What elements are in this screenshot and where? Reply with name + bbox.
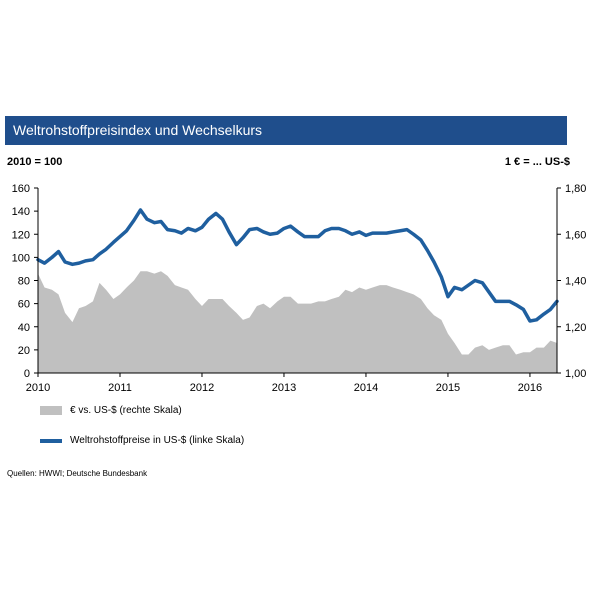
legend-swatch-line xyxy=(40,438,62,443)
left-tick-label: 100 xyxy=(12,252,30,264)
x-tick-label: 2014 xyxy=(354,382,378,394)
x-tick-label: 2013 xyxy=(272,382,296,394)
left-tick-label: 20 xyxy=(18,345,30,357)
left-tick-label: 140 xyxy=(12,206,30,218)
right-tick-label: 1,00 xyxy=(565,368,586,380)
legend-label-exchange-rate: € vs. US-$ (rechte Skala) xyxy=(70,405,182,416)
right-tick-label: 1,60 xyxy=(565,229,586,241)
right-axis-unit: 1 € = ... US-$ xyxy=(504,156,570,168)
left-tick-label: 60 xyxy=(18,299,30,311)
x-tick-label: 2011 xyxy=(108,382,132,394)
exchange-rate-area xyxy=(38,271,557,373)
legend-item-exchange-rate: € vs. US-$ (rechte Skala) xyxy=(40,405,182,416)
legend-label-commodity-prices: Weltrohstoffpreise in US-$ (linke Skala) xyxy=(70,435,245,446)
legend-item-commodity-prices: Weltrohstoffpreise in US-$ (linke Skala) xyxy=(40,435,244,446)
left-tick-label: 0 xyxy=(24,368,30,380)
legend-swatch-area xyxy=(40,406,62,415)
left-tick-label: 120 xyxy=(12,229,30,241)
left-axis-unit: 2010 = 100 xyxy=(7,156,63,168)
left-tick-label: 80 xyxy=(18,276,30,288)
right-tick-label: 1,40 xyxy=(565,276,586,288)
right-tick-label: 1,80 xyxy=(565,183,586,195)
source-note: Quellen: HWWI; Deutsche Bundesbank xyxy=(7,469,148,478)
title-bar: Weltrohstoffpreisindex und Wechselkurs xyxy=(5,116,567,145)
left-tick-label: 160 xyxy=(12,183,30,195)
x-tick-label: 2010 xyxy=(26,382,50,394)
left-tick-label: 40 xyxy=(18,322,30,334)
commodity-price-line xyxy=(36,208,559,323)
x-tick-label: 2012 xyxy=(190,382,214,394)
x-tick-label: 2015 xyxy=(436,382,460,394)
right-tick-label: 1,20 xyxy=(565,322,586,334)
x-tick-label: 2016 xyxy=(518,382,542,394)
chart-title: Weltrohstoffpreisindex und Wechselkurs xyxy=(13,122,263,138)
